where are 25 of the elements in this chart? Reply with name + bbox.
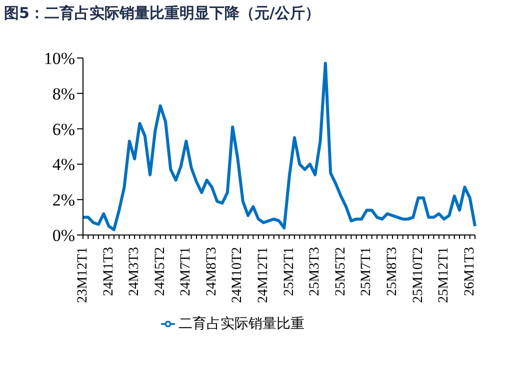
- x-tick-label: 24M10T2: [230, 247, 246, 303]
- x-tick-label: 25M12T1: [436, 247, 452, 303]
- x-tick-label: 24M7T1: [178, 247, 194, 296]
- x-tick-label: 24M12T1: [256, 247, 272, 303]
- line-series: [82, 62, 476, 232]
- legend-label: 二育占实际销量比重: [178, 316, 304, 332]
- x-tick-label: 24M8T3: [204, 247, 220, 296]
- chart-title: 图5：二育占实际销量比重明显下降（元/公斤）: [4, 4, 320, 23]
- x-tick-label: 25M10T2: [410, 247, 426, 303]
- x-tick-label: 25M3T3: [308, 247, 323, 296]
- x-tick-label: 24M5T2: [152, 247, 168, 296]
- x-tick-label: 26M1T3: [462, 247, 478, 296]
- x-tick-label: 23M12T1: [76, 247, 90, 303]
- y-tick-label: 2%: [52, 190, 75, 210]
- y-tick-label: 0%: [52, 226, 75, 246]
- x-tick-label: 24M3T3: [127, 247, 142, 296]
- y-tick-label: 8%: [52, 84, 75, 104]
- x-tick-label: 25M7T1: [359, 247, 374, 296]
- y-tick-label: 10%: [44, 49, 75, 68]
- x-tick-label: 25M5T2: [333, 247, 348, 296]
- y-tick-label: 4%: [52, 155, 75, 174]
- x-tick-label: 25M8T3: [384, 247, 400, 296]
- y-tick-label: 6%: [52, 120, 75, 139]
- x-tick-label: 25M2T1: [282, 247, 297, 296]
- x-tick-label: 24M1T3: [101, 247, 116, 296]
